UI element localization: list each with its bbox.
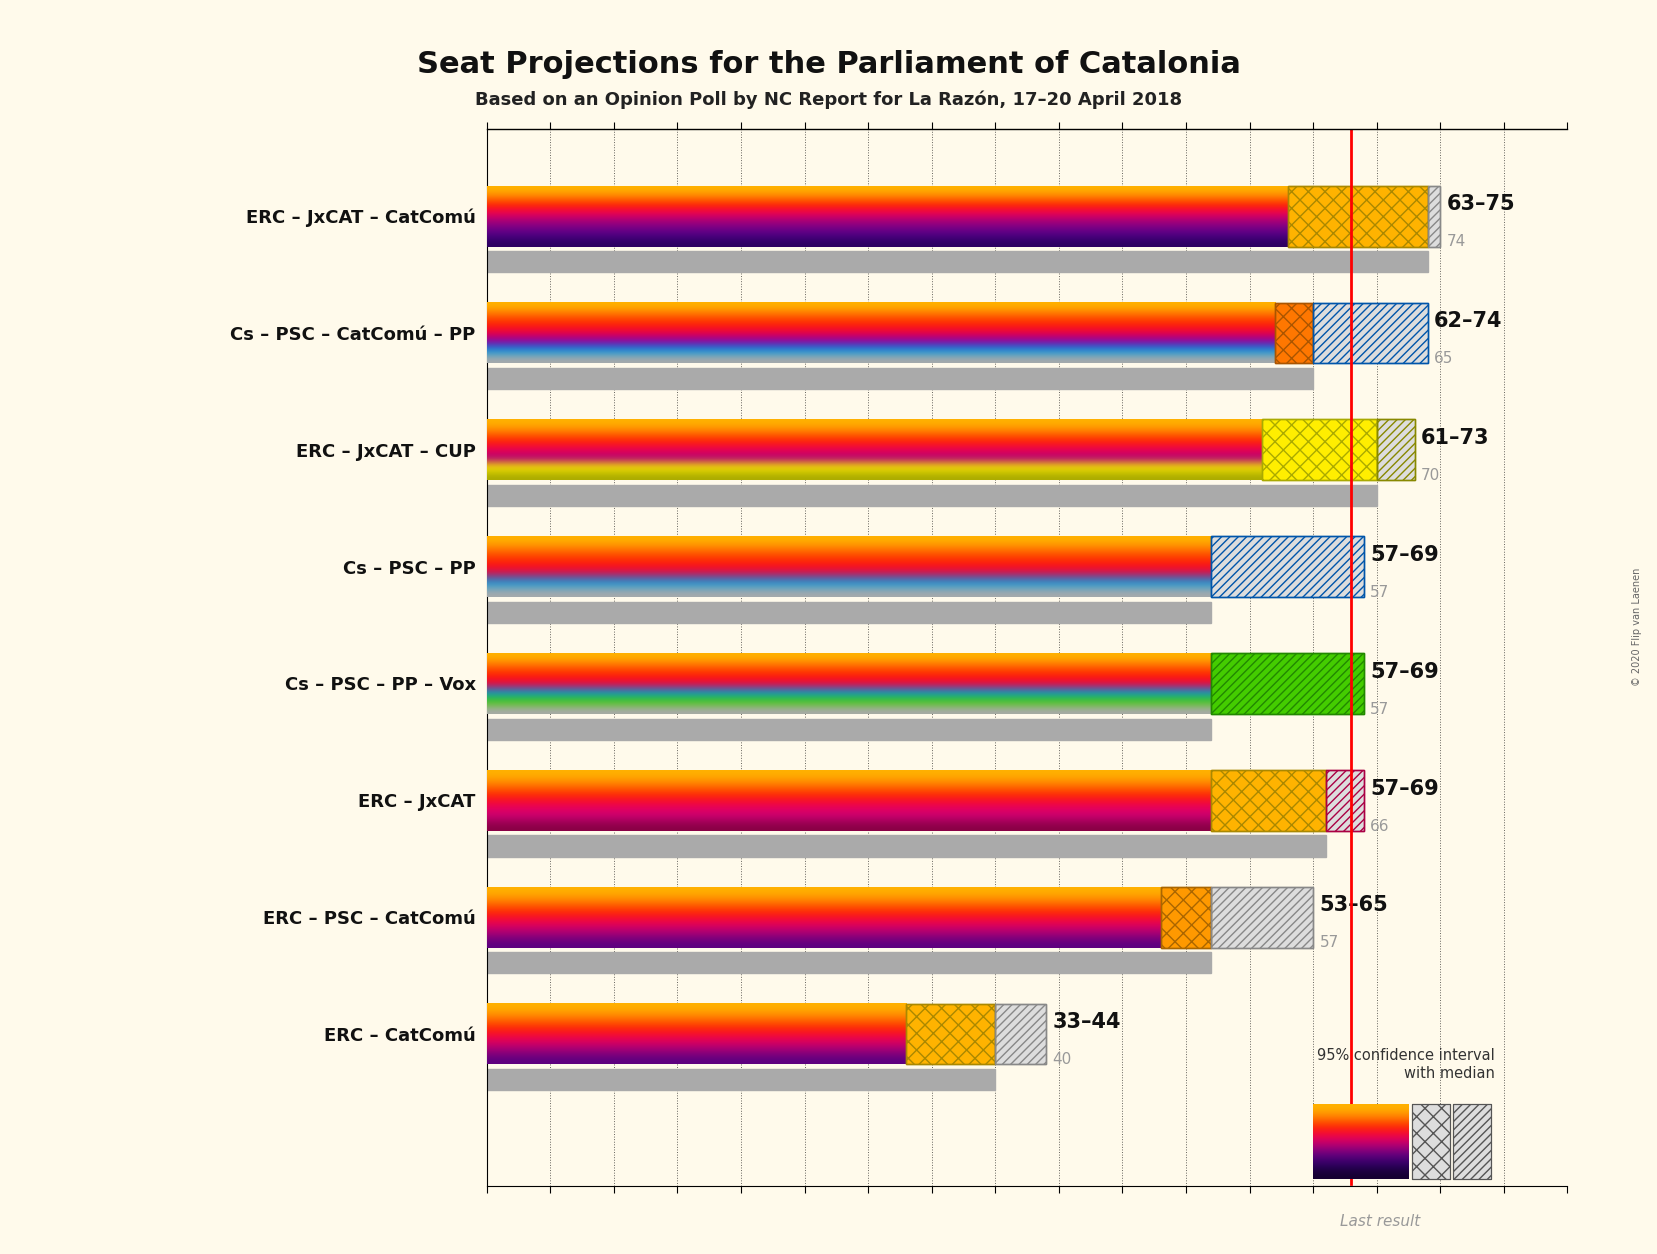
Text: 53–65: 53–65	[1319, 895, 1389, 915]
Bar	[1287, 186, 1428, 247]
Bar	[1211, 653, 1364, 714]
Text: 62–74: 62–74	[1433, 311, 1503, 331]
Text: 33–44: 33–44	[1052, 1012, 1122, 1032]
Bar	[1312, 1186, 1447, 1211]
Bar	[487, 485, 1377, 507]
Bar	[1312, 302, 1428, 364]
Bar	[1211, 887, 1312, 948]
Text: 63–75: 63–75	[1447, 194, 1514, 214]
Bar	[487, 1068, 996, 1090]
Bar	[487, 367, 1312, 389]
Bar	[1412, 1104, 1450, 1179]
Bar	[487, 719, 1211, 740]
Text: 61–73: 61–73	[1422, 428, 1490, 448]
Bar	[1160, 887, 1211, 948]
Bar	[487, 602, 1211, 623]
Text: 40: 40	[1052, 1052, 1072, 1067]
Bar	[906, 1003, 996, 1065]
Bar	[906, 1003, 996, 1065]
Bar	[487, 835, 1326, 856]
Bar	[1453, 1104, 1491, 1179]
Bar	[1211, 770, 1326, 830]
Text: © 2020 Flip van Laenen: © 2020 Flip van Laenen	[1632, 568, 1642, 686]
Bar	[487, 952, 1211, 973]
Bar	[1428, 186, 1440, 247]
Bar	[1211, 770, 1326, 830]
Bar	[1263, 419, 1377, 480]
Bar	[1412, 1104, 1450, 1179]
Text: 65: 65	[1433, 351, 1453, 366]
Bar	[1377, 419, 1415, 480]
Text: 57–69: 57–69	[1370, 662, 1440, 682]
Bar	[1287, 186, 1428, 247]
Bar	[1453, 1104, 1491, 1179]
Bar	[1211, 887, 1312, 948]
Text: 70: 70	[1422, 468, 1440, 483]
Bar	[487, 251, 1428, 272]
Bar	[1274, 302, 1312, 364]
Bar	[996, 1003, 1046, 1065]
Bar	[1377, 419, 1415, 480]
Bar	[1211, 653, 1364, 714]
Bar	[1211, 537, 1364, 597]
Text: 57: 57	[1319, 935, 1339, 951]
Text: 95% confidence interval
with median: 95% confidence interval with median	[1317, 1048, 1495, 1081]
Text: 57–69: 57–69	[1370, 779, 1440, 799]
Bar	[1312, 302, 1428, 364]
Text: Last result: Last result	[1341, 1214, 1420, 1229]
Text: Based on an Opinion Poll by NC Report for La Razón, 17–20 April 2018: Based on an Opinion Poll by NC Report fo…	[476, 90, 1181, 109]
Bar	[1326, 770, 1364, 830]
Text: Seat Projections for the Parliament of Catalonia: Seat Projections for the Parliament of C…	[416, 50, 1241, 79]
Bar	[1160, 887, 1211, 948]
Text: 66: 66	[1370, 819, 1390, 834]
Bar	[996, 1003, 1046, 1065]
Text: 57: 57	[1370, 584, 1390, 599]
Text: 74: 74	[1447, 234, 1466, 250]
Text: 57: 57	[1370, 702, 1390, 717]
Bar	[1211, 537, 1364, 597]
Bar	[1428, 186, 1440, 247]
Bar	[1326, 770, 1364, 830]
Text: 57–69: 57–69	[1370, 545, 1440, 566]
Bar	[1263, 419, 1377, 480]
Bar	[1274, 302, 1312, 364]
